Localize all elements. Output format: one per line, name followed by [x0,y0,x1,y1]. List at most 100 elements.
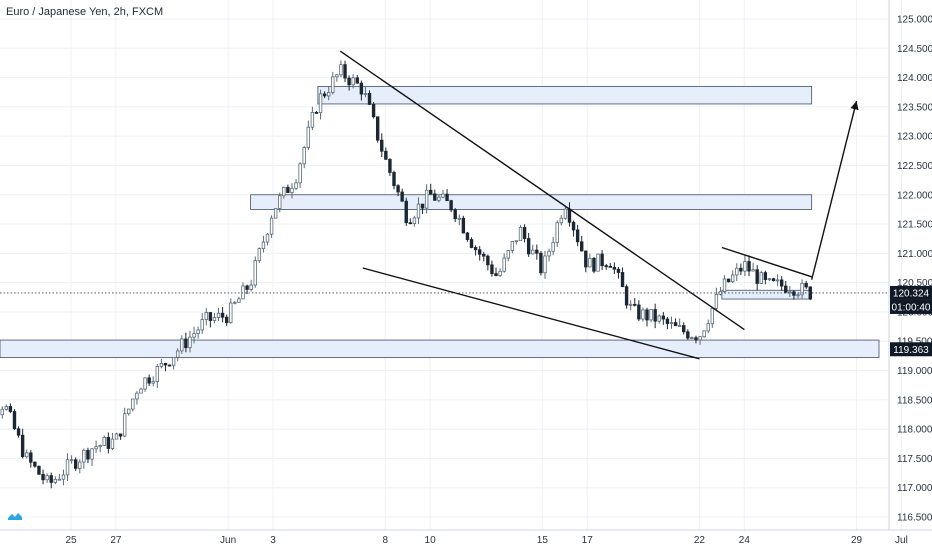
candle-body [261,241,266,250]
candle-body [665,318,670,324]
x-tick-label: 17 [582,535,594,546]
y-tick-label: 116.500 [897,513,932,524]
candle-body [53,479,57,483]
x-tick-label: 3 [270,535,276,546]
candle-body [465,232,470,240]
y-tick-label: 118.000 [897,425,932,436]
candle-body [645,309,649,321]
candle-body [245,285,249,290]
candle-body [351,77,355,86]
candle-body [384,150,388,160]
candle-body [461,217,466,234]
candle-body [575,229,580,243]
candle-body [220,312,225,318]
candle-body [49,475,53,483]
candle-body [208,312,213,321]
candle-body [673,322,678,327]
candle-body [771,278,776,282]
candle-body [661,315,666,320]
candle-body [416,203,421,219]
candle-body [180,338,184,352]
candle-body [33,461,37,467]
countdown-badge: 01:00:40 [892,302,931,313]
candle-body [16,428,21,436]
candle-body [433,193,437,201]
candle-body [792,291,796,296]
y-tick-label: 119.500 [897,337,932,348]
trendline [362,267,700,360]
zone-price-badge-bg [890,342,932,357]
y-tick-label: 123.000 [897,132,932,143]
x-tick-label: 10 [425,535,437,546]
candle-body [677,325,682,327]
candle-body [110,438,115,449]
x-tick-label: 24 [739,535,751,546]
countdown-badge-bg [890,299,932,314]
candle-body [404,200,408,224]
candle-body [710,307,714,325]
last-price-badge: 120.324 [893,288,930,299]
candle-body [233,301,237,304]
candle-body [531,249,535,255]
candle-body [759,272,763,284]
candle-body [0,408,4,416]
candle-body [176,350,180,358]
time-axis[interactable]: 25 27 Jun 3 8 10 15 17 22 24 29 Jul [65,535,907,546]
candle-body [567,208,572,223]
candle-body [628,303,633,306]
candle-body [612,266,617,270]
candle-body [477,249,482,255]
candle-body [714,294,719,309]
candle-body [294,182,298,189]
candle-body [127,408,131,415]
candle-body [775,279,780,282]
candle-body [424,189,429,209]
y-tick-label: 119.000 [897,366,932,377]
candle-body [735,267,739,276]
candle-body [192,333,196,338]
candle-body [682,325,686,333]
y-tick-label: 122.500 [897,161,932,172]
x-tick-label: Jul [895,535,908,546]
tradingview-logo-icon[interactable] [4,505,26,527]
candle-body [510,241,515,251]
last-price-badge-bg [890,285,932,300]
candle-body [249,284,253,290]
candle-body [784,285,788,293]
candle-body [143,377,147,390]
candle-body [498,270,502,276]
candle-body [82,449,86,463]
y-tick-label: 121.000 [897,249,932,260]
candle-body [25,452,29,458]
candle-body [371,104,376,118]
candle-body [278,195,282,209]
candle-body [167,364,172,367]
candle-body [779,279,784,287]
y-tick-label: 118.500 [897,395,932,406]
candle-body [306,126,310,148]
y-tick-label: 122.000 [897,190,932,201]
candle-body [359,82,364,95]
candle-body [502,257,506,272]
candle-body [457,217,461,220]
candle-body [290,187,294,193]
candle-body [335,74,339,78]
candle-body [188,336,192,349]
candle-body [302,147,306,165]
candle-body [12,411,17,430]
price-axis[interactable]: 125.000 124.500 124.000 123.500 123.000 122.5… [897,15,932,524]
candle-body [73,459,78,469]
candle-body [437,196,441,201]
candle-body [159,363,164,367]
candle-body [543,255,547,274]
candle-body [114,433,119,440]
y-tick-label: 117.500 [897,454,932,465]
symbol-title[interactable]: Euro / Japanese Yen, 2h, FXCM [6,6,164,18]
candle-body [624,286,629,306]
candle-body [706,323,710,332]
candle-body [392,172,396,187]
candle-body [155,365,160,382]
candle-body [224,316,229,323]
